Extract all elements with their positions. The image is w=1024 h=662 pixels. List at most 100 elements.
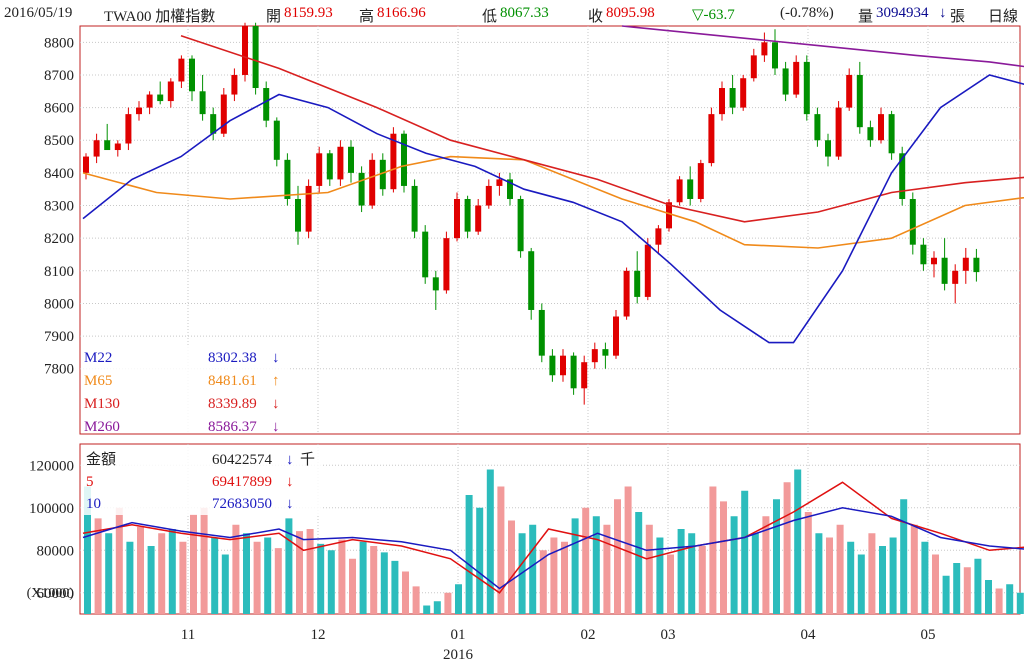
candle-body <box>952 270 959 284</box>
candle-body <box>676 179 683 203</box>
candle-body <box>931 257 937 265</box>
volume-bar <box>412 586 420 614</box>
high-value: 8166.96 <box>377 5 426 21</box>
price-tick-label: 7900 <box>44 329 74 345</box>
candle-body <box>114 143 121 151</box>
volume-bar <box>349 558 356 614</box>
candle-body <box>464 198 471 232</box>
volume-bar <box>889 537 897 614</box>
volume-bar <box>635 512 643 614</box>
candle-body <box>655 228 662 245</box>
volume-bar <box>433 601 441 614</box>
volume-bar <box>465 495 473 614</box>
candle-body <box>909 198 916 245</box>
volume-legend-value: 69417899 <box>212 474 272 490</box>
volume-bar <box>561 541 568 614</box>
candle-body <box>591 349 598 363</box>
volume-legend-arrow: ↓ <box>286 452 294 468</box>
candle-body <box>369 159 376 206</box>
price-legend-value: 8339.89 <box>208 396 257 412</box>
candle-body <box>83 156 89 173</box>
ma130-line <box>180 35 1024 223</box>
volume-bar <box>338 539 346 614</box>
volume-bar <box>847 541 855 614</box>
volume-bar <box>614 499 621 614</box>
candle-body <box>697 163 704 199</box>
volume-bar <box>105 533 113 614</box>
candle-body <box>231 74 238 95</box>
candle-body <box>666 202 672 229</box>
volume-tick-label: 100000 <box>29 501 74 517</box>
price-legend-bg <box>81 345 289 433</box>
volume-unit: 張 <box>950 9 966 25</box>
candle-body <box>538 309 545 356</box>
price-legend-label: M130 <box>84 396 120 412</box>
volume-bar <box>274 548 282 614</box>
candle-body <box>634 270 641 297</box>
price-legend-arrow: ↑ <box>272 373 280 389</box>
volume-legend-label: 5 <box>86 474 94 490</box>
candle-body <box>443 238 450 291</box>
volume-panel-frame <box>79 443 1021 615</box>
volume-bar <box>285 518 293 614</box>
candle-body <box>920 244 927 265</box>
volume-bar <box>804 512 812 614</box>
candle-body <box>613 316 619 356</box>
price-legend-value: 8302.38 <box>208 350 257 366</box>
candle-body <box>899 153 906 199</box>
volume-bar <box>168 529 176 614</box>
volume-bar <box>147 546 155 614</box>
candle-body <box>560 355 566 376</box>
ma65-line <box>82 155 1024 249</box>
candle-body <box>496 179 503 186</box>
volume-label: 量 <box>858 9 874 25</box>
candle-body <box>401 133 407 186</box>
volume-legend-unit: 千 <box>300 451 315 468</box>
volume-legend-label: 金額 <box>86 451 116 468</box>
candle-body <box>507 179 513 199</box>
x-tick-label: 02 <box>581 627 596 643</box>
candle-body <box>719 88 725 115</box>
volume-bar <box>476 507 484 614</box>
volume-bar <box>529 524 537 614</box>
volume-ma5-line <box>82 481 1024 594</box>
volume-bar <box>370 546 378 614</box>
volume-bar <box>539 550 547 614</box>
candle-body <box>623 270 630 317</box>
candle-body <box>167 81 174 102</box>
change-value: ▽-63.7 <box>692 7 735 23</box>
volume-bar <box>815 533 823 614</box>
volume-bar <box>508 520 515 614</box>
candle-body <box>390 133 397 190</box>
volume-bar <box>115 507 123 614</box>
price-tick-label: 8700 <box>44 68 74 84</box>
volume-bar <box>359 541 367 614</box>
open-label: 開 <box>266 9 282 25</box>
low-value: 8067.33 <box>500 5 549 21</box>
candle-body <box>93 140 100 157</box>
volume-value: 3094934 <box>876 5 929 21</box>
price-tick-label: 8000 <box>44 296 74 312</box>
volume-bar <box>391 560 399 614</box>
volume-bar <box>221 554 229 614</box>
volume-bar <box>1016 592 1024 614</box>
volume-bar <box>826 537 833 614</box>
volume-bar <box>656 537 664 614</box>
candle-body <box>846 74 853 108</box>
volume-bar <box>200 507 208 614</box>
volume-bar <box>402 571 409 614</box>
close-label: 收 <box>588 9 604 25</box>
price-panel-frame <box>79 25 1021 435</box>
volume-bar <box>741 490 749 614</box>
volume-ma10-line <box>82 507 1024 590</box>
candle-body <box>856 74 863 128</box>
x-tick-label: 11 <box>181 627 195 643</box>
candle-body <box>432 277 439 291</box>
candle-body <box>825 140 831 157</box>
volume-bar <box>709 486 717 614</box>
candle-body <box>422 231 429 278</box>
volume-bar <box>730 516 738 614</box>
x-tick-label: 03 <box>661 627 676 643</box>
volume-bar <box>1006 584 1014 614</box>
candle-body <box>772 42 778 69</box>
